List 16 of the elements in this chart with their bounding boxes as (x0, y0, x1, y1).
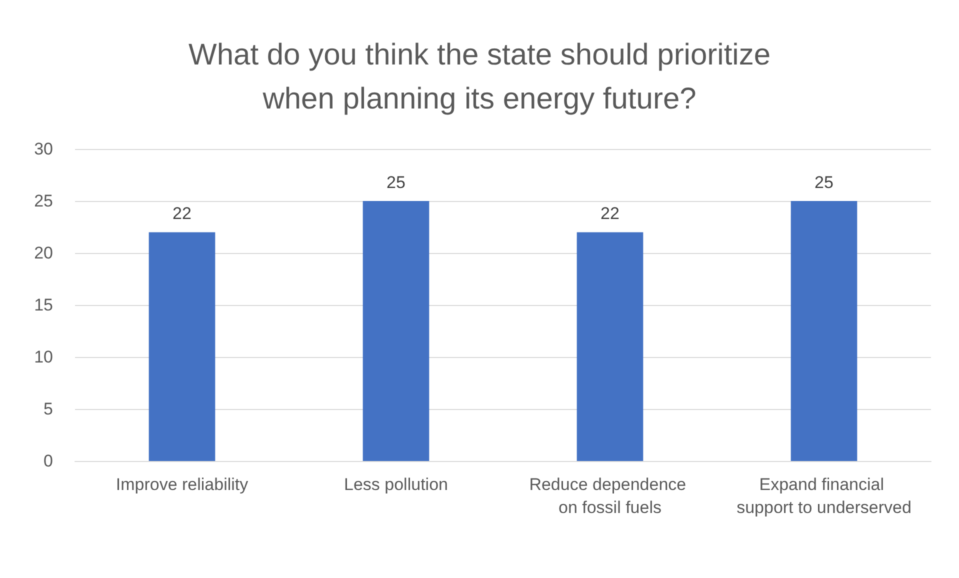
y-tick-label: 25 (34, 192, 53, 210)
y-tick-label: 15 (34, 296, 53, 314)
x-tick-label: Improve reliability (116, 475, 249, 494)
chart-title: What do you think the state should prioritize when planning its energy future? (188, 38, 770, 116)
data-label: 25 (814, 173, 834, 192)
x-tick-label: Expand financial support to underserved (736, 475, 912, 517)
y-tick-label: 30 (34, 140, 53, 158)
data-label: 22 (172, 204, 192, 224)
x-tick-label: Reduce dependence on fossil fuels (529, 475, 691, 517)
y-tick-label: 20 (34, 244, 53, 262)
y-tick-label: 5 (44, 400, 53, 418)
y-tick-label: 10 (34, 348, 53, 366)
data-label: 25 (386, 173, 406, 192)
data-label: 22 (600, 204, 620, 224)
x-tick-label: Less pollution (344, 475, 448, 494)
y-tick-label: 0 (44, 452, 53, 470)
